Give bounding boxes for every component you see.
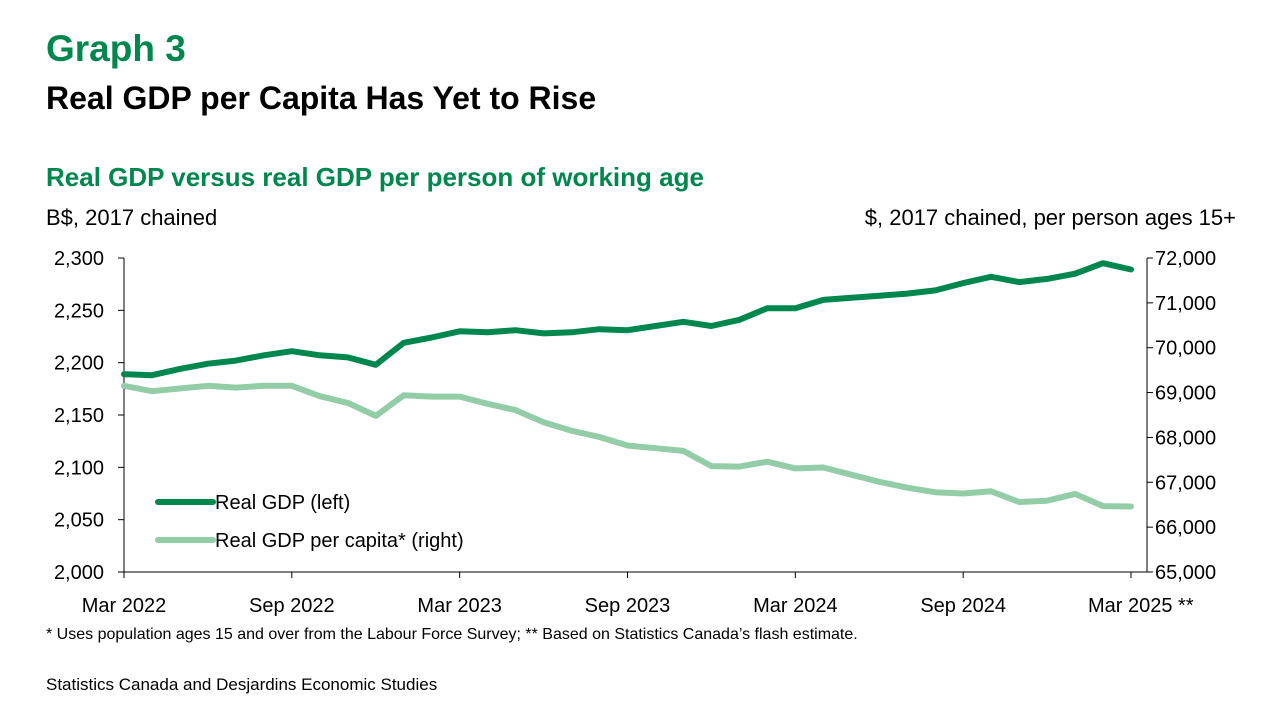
source-note: Statistics Canada and Desjardins Economi… (46, 675, 438, 694)
left-y-tick-label: 2,150 (54, 405, 104, 427)
right-axis-unit-label: $, 2017 chained, per person ages 15+ (864, 205, 1236, 230)
x-tick-label: Mar 2024 (753, 595, 838, 617)
right-y-tick-label: 65,000 (1155, 562, 1216, 584)
left-y-tick-label: 2,050 (54, 510, 104, 532)
legend-label-real-gdp: Real GDP (left) (215, 492, 350, 514)
left-y-tick-label: 2,300 (54, 248, 104, 270)
real-gdp-line (121, 260, 1134, 379)
page-title: Real GDP per Capita Has Yet to Rise (46, 80, 597, 116)
left-y-tick-label: 2,000 (54, 562, 104, 584)
x-tick-label: Mar 2025 ** (1088, 595, 1194, 617)
left-y-tick-label: 2,200 (54, 353, 104, 375)
right-y-tick-label: 67,000 (1155, 472, 1216, 494)
x-tick-label: Sep 2022 (249, 595, 335, 617)
footnote: * Uses population ages 15 and over from … (46, 626, 858, 643)
x-tick-label: Sep 2023 (585, 595, 671, 617)
right-y-tick-label: 72,000 (1155, 248, 1216, 270)
graph-label: Graph 3 (46, 28, 186, 69)
right-y-tick-label: 68,000 (1155, 427, 1216, 449)
x-tick-label: Mar 2023 (417, 595, 502, 617)
x-tick-label: Sep 2024 (920, 595, 1006, 617)
legend-label-per-capita: Real GDP per capita* (right) (215, 530, 464, 552)
chart-subtitle: Real GDP versus real GDP per person of w… (46, 162, 704, 192)
right-y-tick-label: 71,000 (1155, 293, 1216, 315)
right-y-tick-label: 69,000 (1155, 383, 1216, 405)
left-axis-unit-label: B$, 2017 chained (46, 205, 218, 230)
right-y-tick-label: 66,000 (1155, 517, 1216, 539)
left-y-tick-label: 2,100 (54, 457, 104, 479)
right-y-tick-label: 70,000 (1155, 338, 1216, 360)
real-gdp-per-capita-line (121, 382, 1134, 510)
x-tick-label: Mar 2022 (82, 595, 167, 617)
left-y-tick-label: 2,250 (54, 300, 104, 322)
